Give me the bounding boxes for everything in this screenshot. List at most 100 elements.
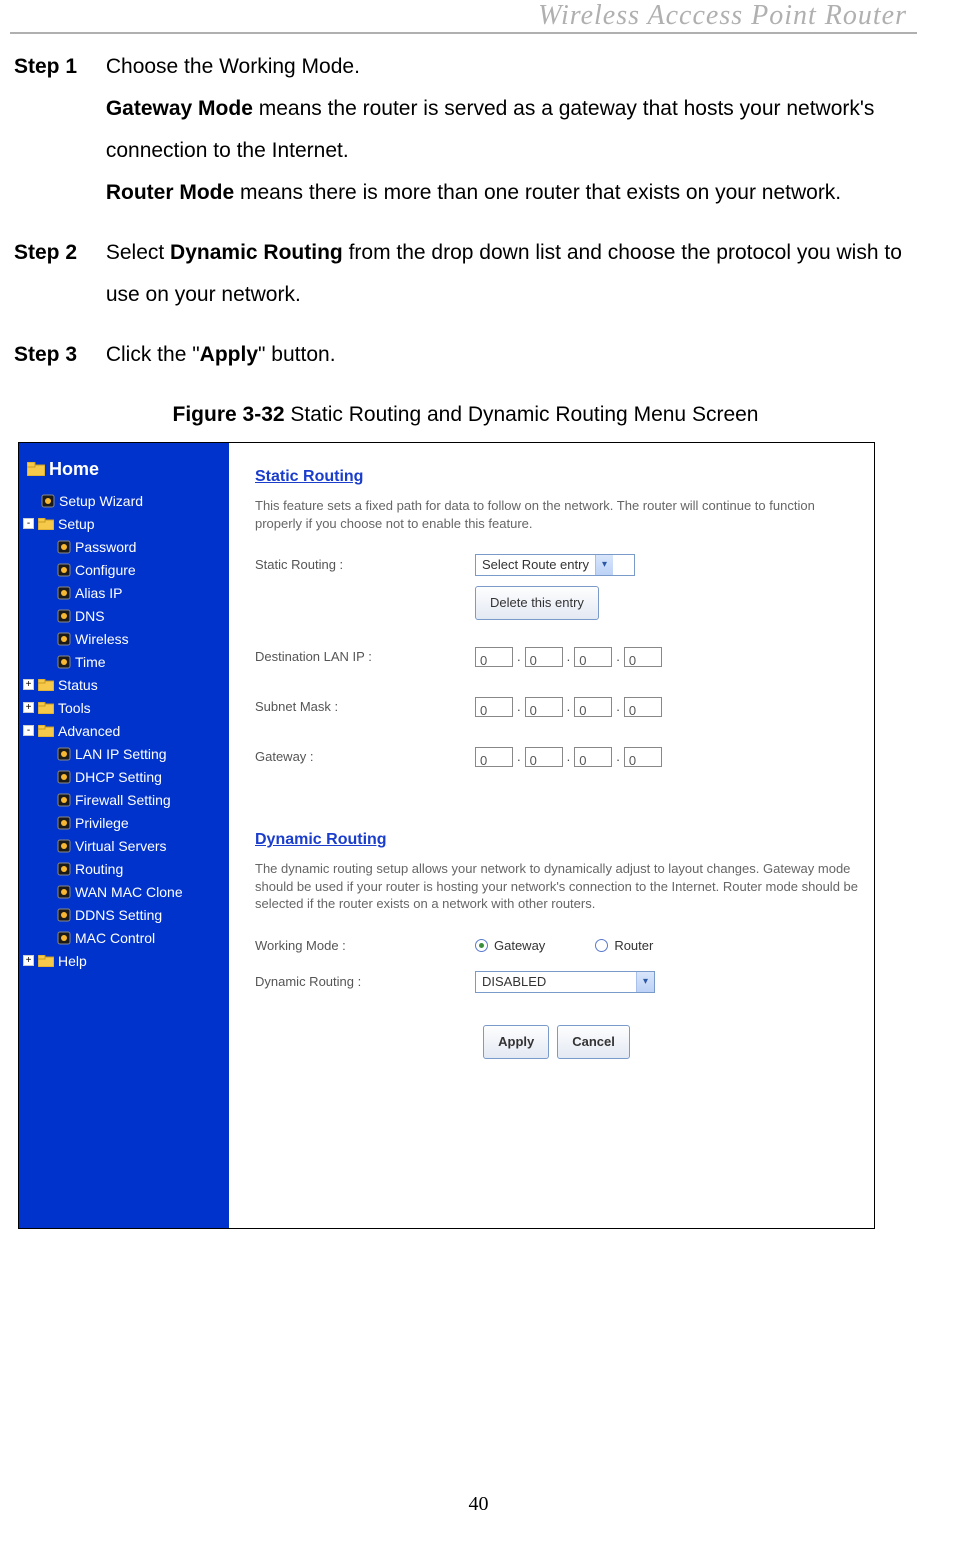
page-icon bbox=[41, 494, 55, 508]
page-icon bbox=[57, 540, 71, 554]
subnet-octet-2[interactable]: 0 bbox=[525, 697, 563, 717]
page-number: 40 bbox=[469, 1493, 489, 1516]
dyn-routing-select-value: DISABLED bbox=[482, 969, 630, 995]
static-routing-desc: This feature sets a fixed path for data … bbox=[255, 497, 858, 532]
subnet-mask-group: 0. 0. 0. 0 bbox=[475, 694, 664, 720]
page-icon bbox=[57, 609, 71, 623]
step-1: Step 1 Choose the Working Mode. Gateway … bbox=[14, 46, 917, 214]
gateway-octet-4[interactable]: 0 bbox=[624, 747, 662, 767]
folder-icon bbox=[38, 725, 54, 737]
radio-gateway[interactable]: Gateway bbox=[475, 933, 545, 959]
static-routing-select-value: Select Route entry bbox=[482, 552, 589, 578]
nav-home[interactable]: Home bbox=[19, 451, 229, 487]
cancel-button[interactable]: Cancel bbox=[557, 1025, 630, 1059]
page-icon bbox=[57, 931, 71, 945]
page-icon bbox=[57, 770, 71, 784]
sidebar-item-time[interactable]: Time bbox=[19, 650, 229, 673]
gateway-mode-bold: Gateway Mode bbox=[106, 97, 253, 120]
subnet-octet-3[interactable]: 0 bbox=[574, 697, 612, 717]
working-mode-row: Working Mode : Gateway Router bbox=[255, 933, 858, 959]
dest-lan-ip-label: Destination LAN IP : bbox=[255, 644, 475, 670]
page-icon bbox=[57, 839, 71, 853]
nav-sidebar: Home Setup Wizard-SetupPasswordConfigure… bbox=[19, 443, 229, 1228]
dynamic-routing-title: Dynamic Routing bbox=[255, 824, 858, 856]
radio-icon bbox=[475, 939, 488, 952]
router-mode-bold: Router Mode bbox=[106, 181, 234, 204]
gateway-label: Gateway : bbox=[255, 744, 475, 770]
page-icon bbox=[57, 816, 71, 830]
dest-ip-octet-3[interactable]: 0 bbox=[574, 647, 612, 667]
chevron-down-icon: ▾ bbox=[636, 972, 654, 992]
page-icon bbox=[57, 586, 71, 600]
sidebar-item-tools[interactable]: +Tools bbox=[19, 696, 229, 719]
dest-ip-octet-4[interactable]: 0 bbox=[624, 647, 662, 667]
main-panel: Static Routing This feature sets a fixed… bbox=[229, 443, 874, 1228]
sidebar-item-alias-ip[interactable]: Alias IP bbox=[19, 581, 229, 604]
gateway-octet-1[interactable]: 0 bbox=[475, 747, 513, 767]
folder-icon bbox=[27, 462, 45, 476]
page-icon bbox=[57, 793, 71, 807]
step-1-line1: Choose the Working Mode. bbox=[106, 55, 360, 78]
step-2-label: Step 2 bbox=[14, 232, 100, 274]
dest-ip-octet-1[interactable]: 0 bbox=[475, 647, 513, 667]
static-routing-title: Static Routing bbox=[255, 461, 858, 493]
folder-icon bbox=[38, 518, 54, 530]
subnet-octet-4[interactable]: 0 bbox=[624, 697, 662, 717]
delete-entry-button[interactable]: Delete this entry bbox=[475, 586, 599, 620]
folder-icon bbox=[38, 955, 54, 967]
subnet-mask-label: Subnet Mask : bbox=[255, 694, 475, 720]
step-3-label: Step 3 bbox=[14, 334, 100, 376]
button-bar: Apply Cancel bbox=[255, 1025, 858, 1059]
sidebar-item-label: Help bbox=[58, 947, 87, 975]
router-mode-text: means there is more than one router that… bbox=[234, 181, 841, 204]
expand-box-icon[interactable]: + bbox=[23, 702, 34, 713]
folder-icon bbox=[38, 702, 54, 714]
subnet-octet-1[interactable]: 0 bbox=[475, 697, 513, 717]
radio-router-label: Router bbox=[614, 933, 653, 959]
step-3-post: " button. bbox=[258, 343, 336, 366]
page-icon bbox=[57, 563, 71, 577]
header-rule bbox=[10, 32, 917, 34]
page-icon bbox=[57, 862, 71, 876]
static-routing-select[interactable]: Select Route entry ▾ bbox=[475, 554, 635, 576]
expand-box-icon[interactable]: + bbox=[23, 679, 34, 690]
dest-lan-ip-group: 0. 0. 0. 0 bbox=[475, 644, 664, 670]
expand-box-icon[interactable]: - bbox=[23, 725, 34, 736]
apply-button[interactable]: Apply bbox=[483, 1025, 549, 1059]
sidebar-item-configure[interactable]: Configure bbox=[19, 558, 229, 581]
dynamic-routing-bold: Dynamic Routing bbox=[170, 241, 343, 264]
figure-rest: Static Routing and Dynamic Routing Menu … bbox=[285, 403, 759, 426]
step-3-pre: Click the " bbox=[106, 343, 200, 366]
apply-bold: Apply bbox=[200, 343, 258, 366]
screenshot-figure: Home Setup Wizard-SetupPasswordConfigure… bbox=[18, 442, 875, 1229]
working-mode-label: Working Mode : bbox=[255, 933, 475, 959]
gateway-octet-2[interactable]: 0 bbox=[525, 747, 563, 767]
nav-home-label: Home bbox=[49, 451, 99, 487]
figure-caption: Figure 3-32 Static Routing and Dynamic R… bbox=[14, 394, 917, 436]
sidebar-item-help[interactable]: + Help bbox=[19, 949, 229, 972]
dyn-routing-select[interactable]: DISABLED ▾ bbox=[475, 971, 655, 993]
dyn-routing-label: Dynamic Routing : bbox=[255, 969, 475, 995]
sidebar-item-status[interactable]: +Status bbox=[19, 673, 229, 696]
radio-gateway-label: Gateway bbox=[494, 933, 545, 959]
sidebar-item-setup-wizard[interactable]: Setup Wizard bbox=[19, 489, 229, 512]
radio-router[interactable]: Router bbox=[595, 933, 653, 959]
figure-label: Figure 3-32 bbox=[173, 403, 285, 426]
step-1-body: Choose the Working Mode. Gateway Mode me… bbox=[106, 46, 917, 214]
running-header: Wireless Acccess Point Router bbox=[10, 0, 917, 32]
delete-entry-row: Delete this entry bbox=[255, 586, 858, 620]
sidebar-item-virtual-servers[interactable]: Virtual Servers bbox=[19, 834, 229, 857]
gateway-octet-3[interactable]: 0 bbox=[574, 747, 612, 767]
page-icon bbox=[57, 655, 71, 669]
dest-ip-octet-2[interactable]: 0 bbox=[525, 647, 563, 667]
nav-tree: Setup Wizard-SetupPasswordConfigureAlias… bbox=[19, 489, 229, 972]
sidebar-item-wireless[interactable]: Wireless bbox=[19, 627, 229, 650]
subnet-mask-row: Subnet Mask : 0. 0. 0. 0 bbox=[255, 694, 858, 720]
static-routing-label: Static Routing : bbox=[255, 552, 475, 578]
step-1-label: Step 1 bbox=[14, 46, 100, 88]
sidebar-item-mac-control[interactable]: MAC Control bbox=[19, 926, 229, 949]
expand-box-icon[interactable]: + bbox=[23, 955, 34, 966]
expand-box-icon[interactable]: - bbox=[23, 518, 34, 529]
step-2-body: Select Dynamic Routing from the drop dow… bbox=[106, 232, 917, 316]
sidebar-item-label: MAC Control bbox=[75, 924, 155, 952]
